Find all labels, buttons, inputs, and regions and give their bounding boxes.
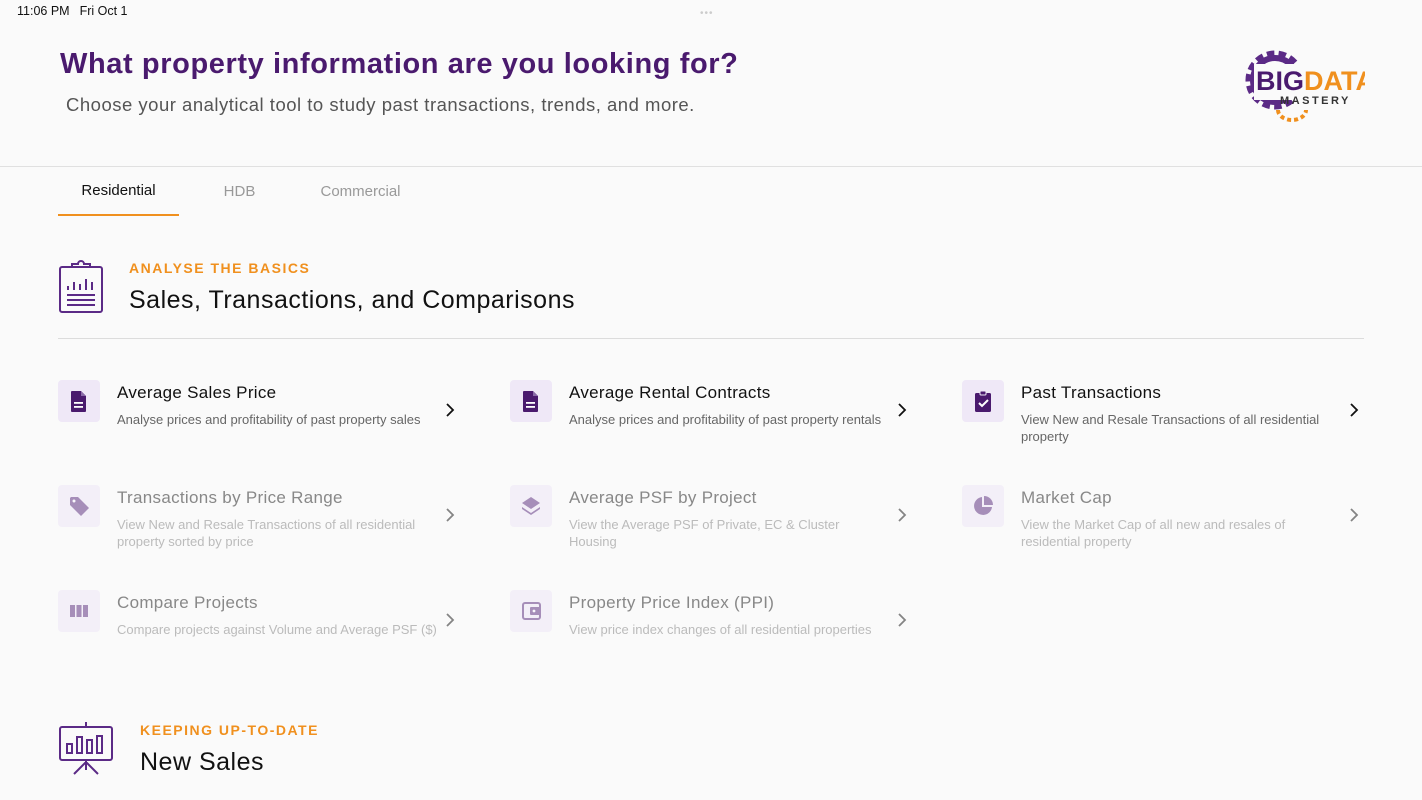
clipboard-check-icon [975, 390, 991, 412]
list-item-compare-projects[interactable]: Compare Projects Compare projects agains… [58, 590, 462, 670]
chevron-right-icon [898, 403, 907, 417]
icon-box [58, 380, 100, 422]
document-icon [71, 391, 86, 412]
item-description: Analyse prices and profitability of past… [117, 412, 421, 427]
item-description: View the Average PSF of Private, EC & Cl… [569, 517, 840, 549]
status-bar: 11:06 PM Fri Oct 1 [17, 4, 138, 18]
tab-residential[interactable]: Residential [58, 166, 179, 216]
list-item-past-transactions[interactable]: Past Transactions View New and Resale Tr… [962, 380, 1366, 460]
list-item-average-psf-by-project[interactable]: Average PSF by Project View the Average … [510, 485, 914, 565]
item-title: Past Transactions [1021, 383, 1162, 402]
item-title: Compare Projects [117, 593, 258, 612]
tag-icon [70, 497, 89, 516]
chevron-right-icon [446, 613, 455, 627]
wallet-icon [522, 602, 541, 620]
svg-text:MASTERY: MASTERY [1280, 95, 1351, 107]
item-description: Compare projects against Volume and Aver… [117, 622, 437, 637]
document-icon [523, 391, 538, 412]
chevron-right-icon [898, 613, 907, 627]
tab-hdb[interactable]: HDB [223, 182, 256, 200]
item-description: View New and Resale Transactions of all … [1021, 412, 1320, 444]
pie-chart-icon [974, 496, 993, 515]
item-description: View New and Resale Transactions of all … [117, 517, 416, 549]
item-title: Property Price Index (PPI) [569, 593, 775, 612]
section-kicker: ANALYSE THE BASICS [129, 260, 311, 276]
category-tabs: Residential HDB Commercial [58, 166, 421, 216]
icon-box [962, 485, 1004, 527]
section-title: New Sales [140, 748, 264, 776]
item-description: View price index changes of all resident… [569, 622, 872, 637]
list-item-market-cap[interactable]: Market Cap View the Market Cap of all ne… [962, 485, 1366, 565]
item-title: Market Cap [1021, 488, 1112, 507]
clipboard-chart-icon [59, 260, 103, 313]
chevron-right-icon [898, 508, 907, 522]
chevron-right-icon [1350, 403, 1359, 417]
icon-box [510, 485, 552, 527]
icon-box [58, 590, 100, 632]
item-title: Average Rental Contracts [569, 383, 771, 402]
list-item-average-sales-price[interactable]: Average Sales Price Analyse prices and p… [58, 380, 462, 460]
icon-box [962, 380, 1004, 422]
icon-box [58, 485, 100, 527]
svg-text:DATA: DATA [1304, 66, 1365, 96]
chevron-right-icon [1350, 508, 1359, 522]
list-item-transactions-by-price-range[interactable]: Transactions by Price Range View New and… [58, 485, 462, 565]
layers-icon [522, 497, 540, 515]
section-kicker: KEEPING UP-TO-DATE [140, 722, 319, 738]
multitasking-dots[interactable]: ••• [700, 8, 714, 19]
section-title: Sales, Transactions, and Comparisons [129, 286, 575, 314]
item-title: Average PSF by Project [569, 488, 757, 507]
item-title: Average Sales Price [117, 383, 277, 402]
page-title: What property information are you lookin… [60, 48, 739, 80]
chevron-right-icon [446, 403, 455, 417]
status-time: 11:06 PM [17, 4, 70, 18]
list-item-property-price-index-ppi[interactable]: Property Price Index (PPI) View price in… [510, 590, 914, 670]
tab-commercial[interactable]: Commercial [320, 182, 401, 200]
big-data-mastery-logo: BIG DATA MASTERY [1245, 50, 1365, 122]
status-date: Fri Oct 1 [79, 4, 128, 18]
icon-box [510, 380, 552, 422]
page-subtitle: Choose your analytical tool to study pas… [66, 94, 695, 115]
presentation-chart-icon [59, 722, 113, 775]
item-description: Analyse prices and profitability of past… [569, 412, 882, 427]
chevron-right-icon [446, 508, 455, 522]
columns-icon [70, 605, 88, 617]
list-item-average-rental-contracts[interactable]: Average Rental Contracts Analyse prices … [510, 380, 914, 460]
icon-box [510, 590, 552, 632]
item-title: Transactions by Price Range [117, 488, 343, 507]
item-description: View the Market Cap of all new and resal… [1021, 517, 1286, 549]
svg-text:BIG: BIG [1256, 66, 1304, 96]
